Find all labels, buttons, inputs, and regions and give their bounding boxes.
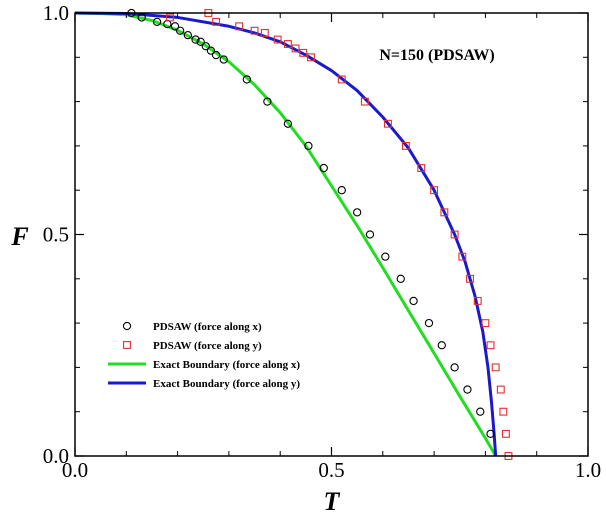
data-point-circle: [196, 37, 205, 46]
data-point-circle: [152, 17, 162, 27]
data-point-circle: [191, 35, 200, 44]
data-point-circle: [170, 22, 180, 31]
data-point-circle: [476, 407, 485, 416]
data-point-square: [466, 274, 474, 283]
data-point-circle: [424, 318, 434, 328]
data-point-square: [473, 296, 482, 305]
series-4: [74, 11, 498, 457]
legend-label: Exact Boundary (force along y): [153, 378, 300, 390]
data-point-square: [273, 35, 282, 44]
legend-swatch-square: [123, 341, 131, 349]
data-point-circle: [183, 31, 193, 40]
data-point-square: [440, 208, 449, 217]
legend-label: Exact Boundary (force along x): [153, 359, 300, 371]
y-axis-title: F: [10, 222, 28, 251]
data-point-square: [291, 44, 300, 53]
data-point-circle: [206, 46, 216, 55]
legend: PDSAW (force along x) PDSAW (force along …: [108, 321, 300, 390]
data-point-circle: [263, 97, 272, 106]
legend-item: PDSAW (force along x): [122, 321, 262, 333]
plot-frame: [74, 12, 589, 457]
data-point-circle: [219, 55, 228, 64]
data-point-circle: [242, 75, 252, 84]
legend-item: Exact Boundary (force along y): [108, 378, 300, 390]
y-tick-label: 1.0: [43, 1, 69, 25]
legend-item: Exact Boundary (force along x): [108, 359, 300, 371]
data-point-circle: [437, 341, 446, 350]
legend-label: PDSAW (force along y): [153, 340, 262, 352]
legend-label: PDSAW (force along x): [153, 321, 262, 333]
x-tick-label: 1.0: [575, 458, 601, 482]
data-point-circle: [337, 186, 346, 195]
data-point-square: [499, 407, 508, 416]
data-point-square: [299, 48, 308, 57]
data-point-square: [165, 13, 174, 22]
data-point-circle: [137, 13, 146, 22]
data-point-circle: [176, 26, 185, 35]
data-point-circle: [365, 230, 375, 239]
data-point-square: [491, 363, 500, 372]
data-point-square: [212, 17, 221, 26]
axis-ticks: 0.0 0.5 1.0 0.0 0.5 1.0: [43, 1, 601, 482]
data-point-square: [401, 141, 410, 150]
data-point-square: [283, 40, 292, 48]
data-point-square: [417, 164, 426, 172]
data-point-square: [496, 385, 505, 394]
data-point-square: [260, 28, 269, 37]
data-point-circle: [319, 163, 328, 173]
data-point-circle: [352, 208, 362, 217]
data-point-circle: [283, 119, 293, 128]
data-point-circle: [450, 363, 459, 372]
legend-swatch-circle: [122, 321, 132, 331]
y-tick-label: 0.5: [43, 223, 69, 247]
data-point-square: [360, 97, 369, 106]
data-point-square: [235, 22, 244, 31]
data-point-circle: [211, 50, 221, 60]
data-point-circle: [486, 429, 495, 438]
data-point-square: [383, 119, 392, 128]
data-point-circle: [409, 296, 418, 306]
data-point-circle: [201, 42, 210, 51]
data-point-square: [430, 186, 439, 195]
x-tick-label: 0.0: [62, 458, 88, 482]
data-point-square: [486, 341, 495, 350]
data-point-square: [458, 252, 467, 261]
data-point-square: [337, 75, 346, 84]
y-tick-label: 0.0: [43, 444, 69, 468]
series-line: [74, 11, 497, 457]
data-point-square: [481, 319, 490, 328]
data-point-square: [501, 429, 510, 438]
series-1-points: [127, 8, 495, 438]
data-point-circle: [396, 274, 405, 283]
data-point-circle: [304, 141, 313, 151]
data-point-circle: [381, 252, 390, 261]
x-axis-title: T: [324, 487, 341, 514]
data-point-circle: [463, 385, 472, 394]
annotation-label: N=150 (PDSAW): [379, 47, 494, 64]
legend-item: PDSAW (force along y): [123, 340, 262, 352]
data-point-square: [250, 26, 259, 35]
series-line: [74, 11, 498, 457]
data-point-square: [450, 230, 459, 239]
x-tick-label: 0.5: [318, 458, 344, 482]
plot-content: [74, 8, 513, 460]
data-point-square: [307, 53, 315, 62]
series-3: [74, 11, 497, 457]
